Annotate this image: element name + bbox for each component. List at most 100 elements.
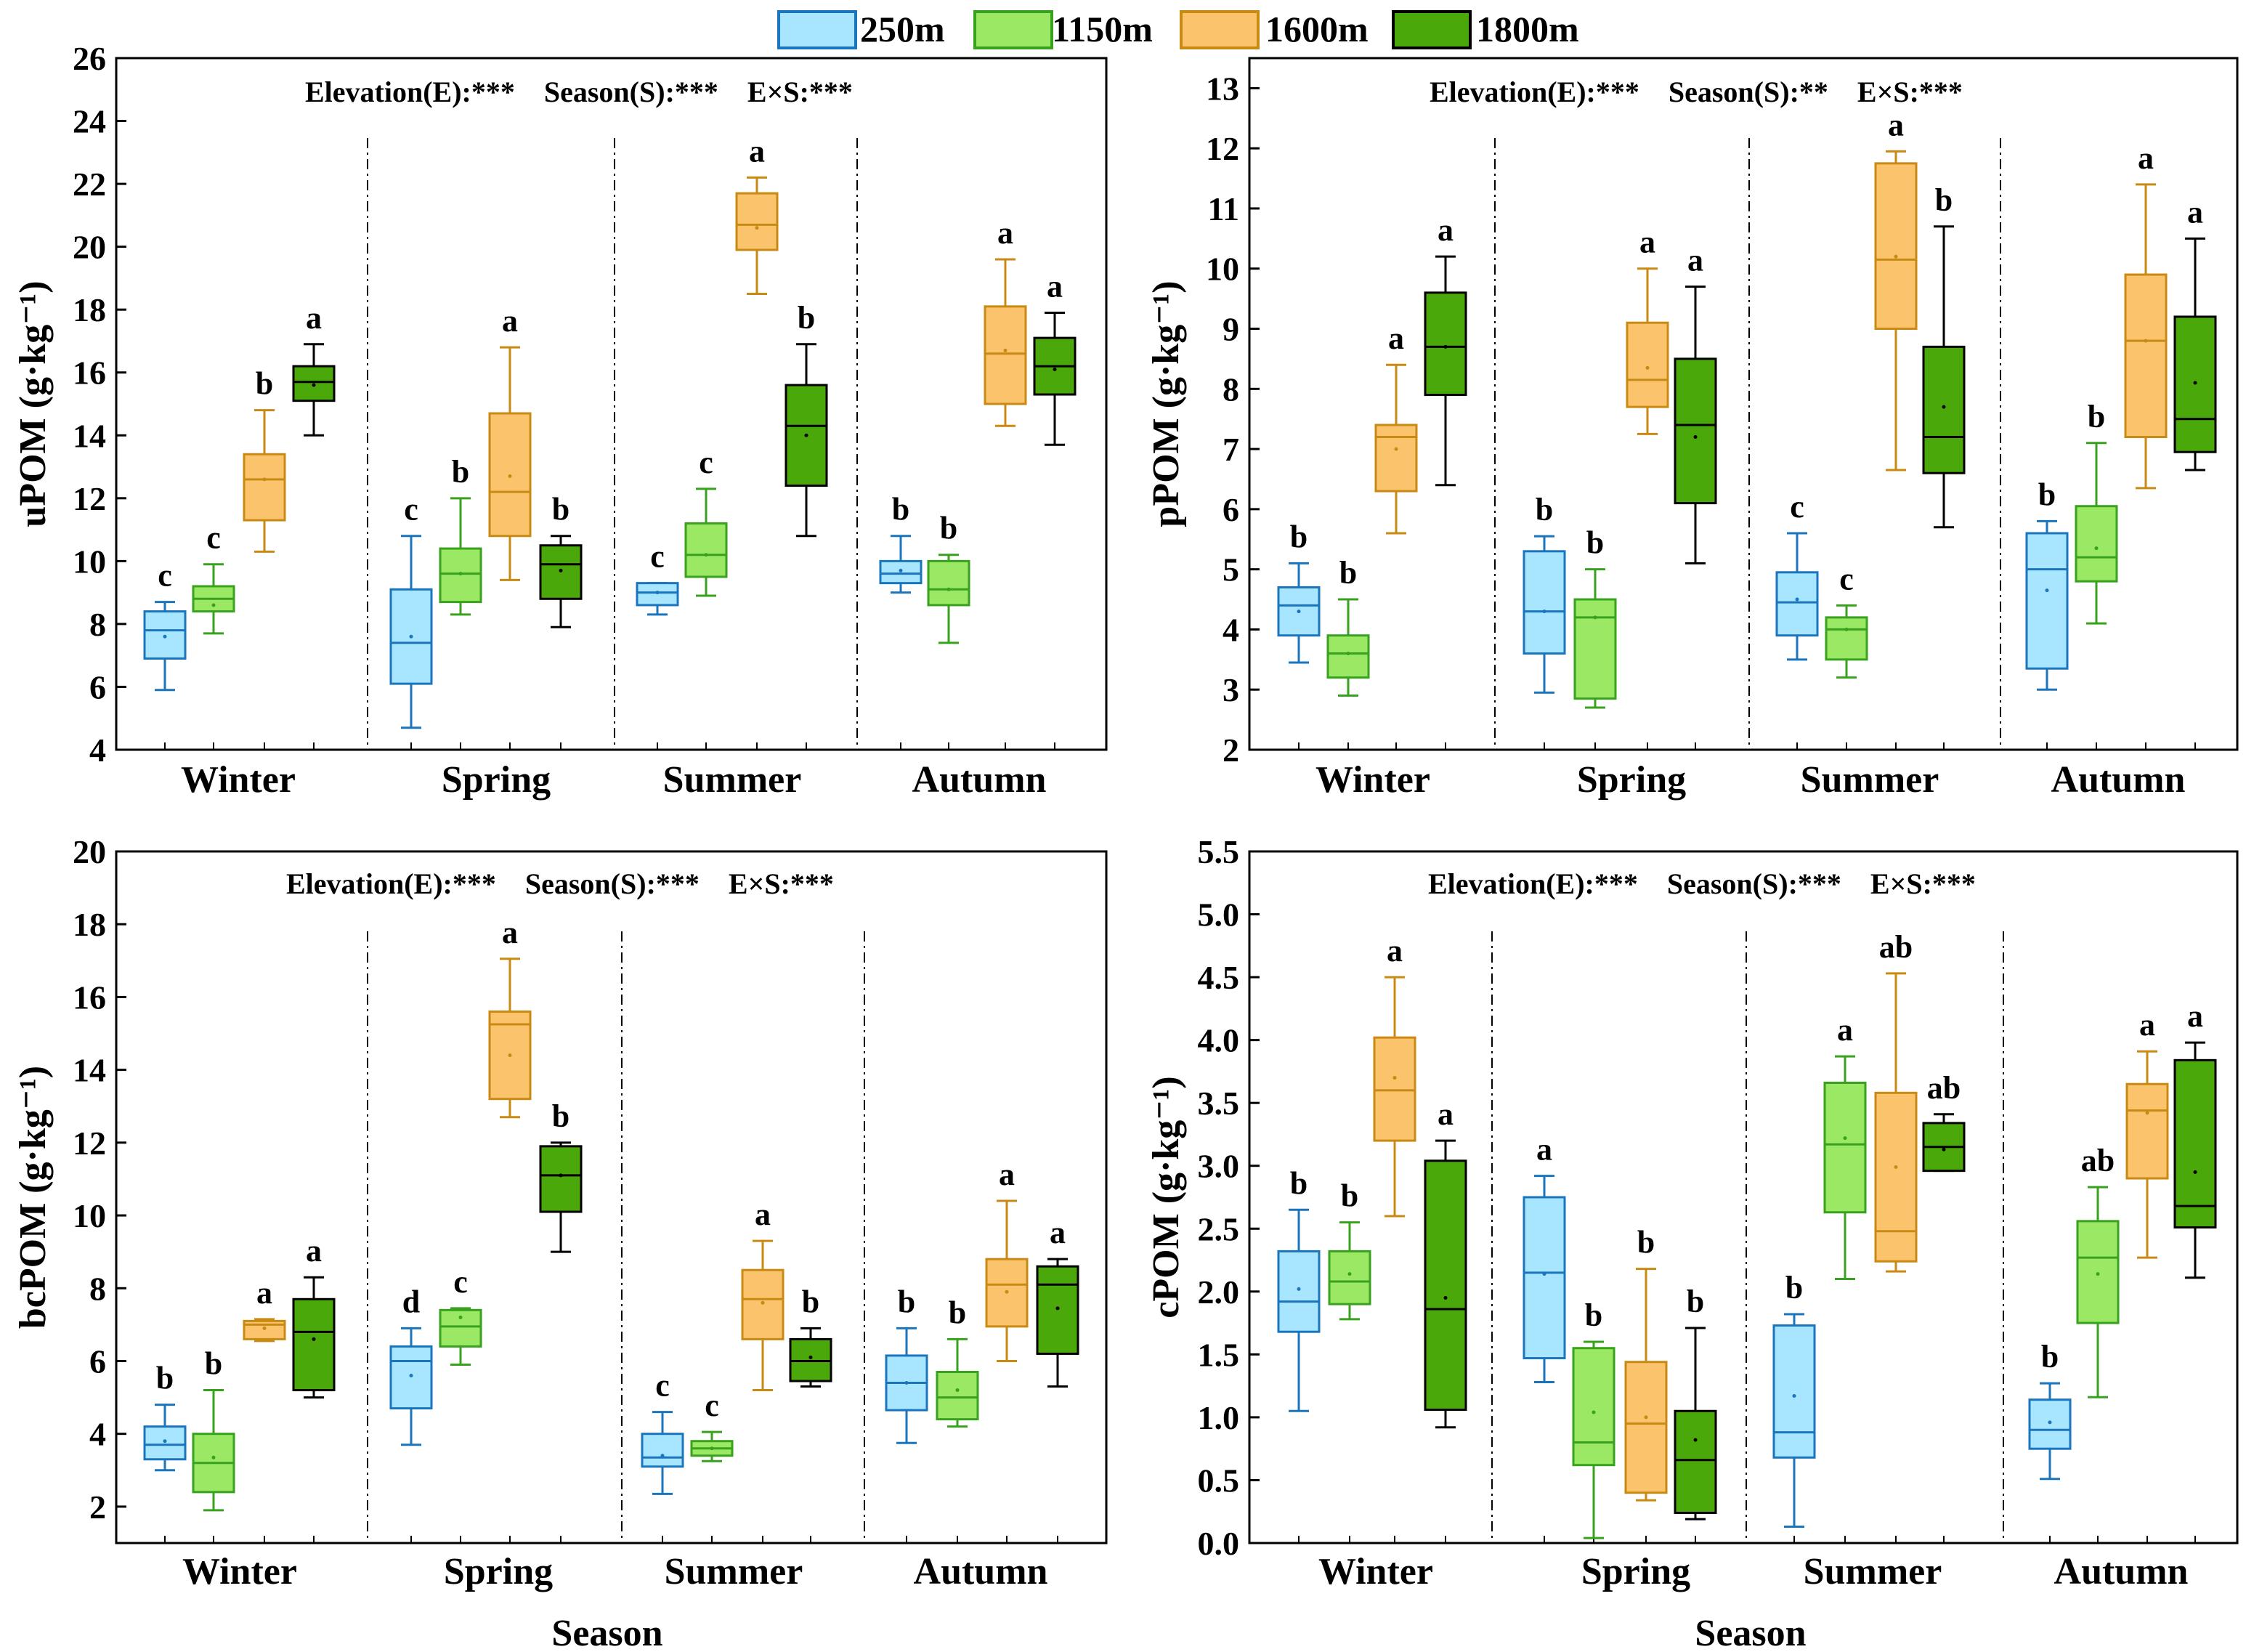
ppom-panel: 2 3 4 5 6 7 8 9 10 11 12 13 pPOM (g·kg⁻¹) Winter Sprin… (1146, 57, 2239, 801)
significance-letter: a (1837, 1012, 1853, 1048)
iqr-box (1922, 345, 1966, 474)
significance-letter: a (1047, 269, 1063, 304)
significance-letter: c (650, 539, 665, 575)
ppom-ytick-label-10: 12 (1206, 130, 1239, 167)
bcpom-box-autumn-1150m: b (936, 1295, 979, 1428)
iqr-box (1874, 162, 1918, 331)
iqr-box (1424, 291, 1467, 397)
upom-box-autumn-1600m: a (984, 215, 1027, 427)
bcpom-ytick-label-4: 10 (73, 1197, 106, 1234)
mean-marker (1942, 1147, 1946, 1151)
cpom-stats-annotation: Elevation(E):*** Season(S):*** E×S:*** (1428, 867, 1976, 900)
mean-marker (1053, 367, 1057, 371)
ppom-season-label-spring: Spring (1577, 759, 1686, 801)
significance-letter: d (402, 1284, 420, 1319)
iqr-box (1328, 1250, 1371, 1305)
significance-letter: b (798, 300, 815, 336)
mean-marker (211, 603, 216, 607)
iqr-box (1523, 1196, 1566, 1360)
cpom-season-label-spring: Spring (1581, 1551, 1690, 1592)
ppom-box-winter-1150m: b (1326, 555, 1370, 697)
mean-marker (808, 1355, 813, 1359)
mean-marker (1297, 610, 1301, 614)
cpom-panel: 0.0 0.5 1.0 1.5 2.0 2.5 3.0 3.5 4.0 4.5 5.0 5.5 cPOM… (1146, 833, 2239, 1652)
ppom-ytick-label-4: 6 (1223, 491, 1239, 528)
mean-marker (211, 1455, 216, 1459)
legend-swatch-250m (777, 10, 857, 49)
significance-letter: b (898, 1284, 915, 1319)
iqr-box (2125, 1082, 2169, 1180)
significance-letter: c (158, 558, 172, 594)
cpom-y-axis-label: cPOM (g·kg⁻¹) (1146, 1076, 1187, 1318)
iqr-box (2076, 1220, 2120, 1324)
iqr-box (1326, 634, 1370, 679)
mean-marker (1894, 1165, 1898, 1169)
significance-letter: a (2138, 140, 2154, 176)
significance-letter: a (1687, 243, 1703, 278)
bcpom-ytick-label-2: 6 (89, 1343, 106, 1380)
significance-letter: b (452, 454, 469, 490)
cpom-ytick-label-9: 4.5 (1198, 959, 1240, 996)
ppom-ytick-label-5: 7 (1223, 431, 1239, 468)
bcpom-box-summer-250m: c (641, 1368, 684, 1495)
significance-letter: c (206, 520, 221, 556)
ppom-box-summer-250m: c (1775, 489, 1819, 661)
bcpom-ytick-label-6: 14 (73, 1052, 106, 1089)
ppom-ytick-label-6: 8 (1223, 371, 1239, 408)
upom-plot-frame (115, 57, 1108, 751)
upom-box-spring-250m: c (389, 492, 433, 729)
mean-marker (1003, 348, 1008, 352)
iqr-box (1874, 1091, 1918, 1263)
significance-letter: b (2088, 399, 2105, 434)
upom-ytick-label-4: 12 (73, 480, 106, 517)
mean-marker (409, 634, 413, 639)
cpom-box-autumn-250m: b (2028, 1339, 2072, 1481)
ppom-season-label-autumn: Autumn (2051, 759, 2186, 801)
mean-marker (755, 226, 759, 230)
cpom-box-spring-250m: a (1523, 1132, 1566, 1383)
legend-item-1600m: 1600m (1180, 9, 1369, 49)
cpom-ytick-label-1: 0.5 (1198, 1462, 1240, 1499)
ppom-ytick-label-3: 5 (1223, 551, 1239, 588)
bcpom-x-axis-label: Season (551, 1613, 662, 1652)
mean-marker (2048, 1420, 2052, 1425)
cpom-ytick-label-10: 5.0 (1198, 896, 1240, 934)
mean-marker (1792, 1393, 1796, 1398)
bcpom-box-winter-1150m: b (192, 1346, 235, 1512)
iqr-box (292, 1297, 336, 1392)
ppom-box-summer-1600m: a (1874, 107, 1918, 471)
ppom-box-spring-1800m: a (1674, 243, 1717, 564)
ppom-box-autumn-250m: b (2025, 477, 2069, 691)
cpom-box-summer-1600m: ab (1874, 929, 1918, 1273)
legend-item-1150m: 1150m (973, 9, 1153, 49)
cpom-box-summer-250m: b (1772, 1270, 1816, 1528)
iqr-box (539, 1145, 583, 1213)
ppom-box-spring-1150m: b (1573, 525, 1617, 709)
mean-marker (262, 1326, 267, 1330)
iqr-box (1626, 321, 1669, 408)
bcpom-box-summer-1800m: b (789, 1284, 832, 1388)
significance-letter: a (749, 133, 765, 169)
iqr-box (735, 192, 779, 251)
significance-letter: b (892, 492, 909, 527)
cpom-box-spring-1150m: b (1572, 1297, 1615, 1539)
cpom-x-axis-label: Season (1695, 1613, 1806, 1652)
mean-marker (312, 1337, 316, 1341)
iqr-box (2173, 1058, 2217, 1229)
iqr-box (927, 559, 970, 607)
mean-marker (163, 1439, 167, 1444)
significance-letter: a (2187, 194, 2203, 230)
mean-marker (458, 1315, 463, 1319)
mean-marker (2094, 546, 2099, 551)
significance-letter: b (1339, 555, 1357, 591)
mean-marker (1693, 435, 1698, 440)
ppom-box-winter-1600m: a (1374, 320, 1418, 535)
bcpom-ytick-label-1: 4 (89, 1416, 106, 1453)
upom-season-label-summer: Summer (663, 759, 802, 801)
iqr-box (1674, 1409, 1717, 1514)
cpom-box-summer-1800m: ab (1922, 1070, 1966, 1173)
significance-letter: b (1637, 1225, 1655, 1260)
cpom-box-summer-1150m: a (1823, 1012, 1867, 1281)
iqr-box (1825, 616, 1868, 661)
